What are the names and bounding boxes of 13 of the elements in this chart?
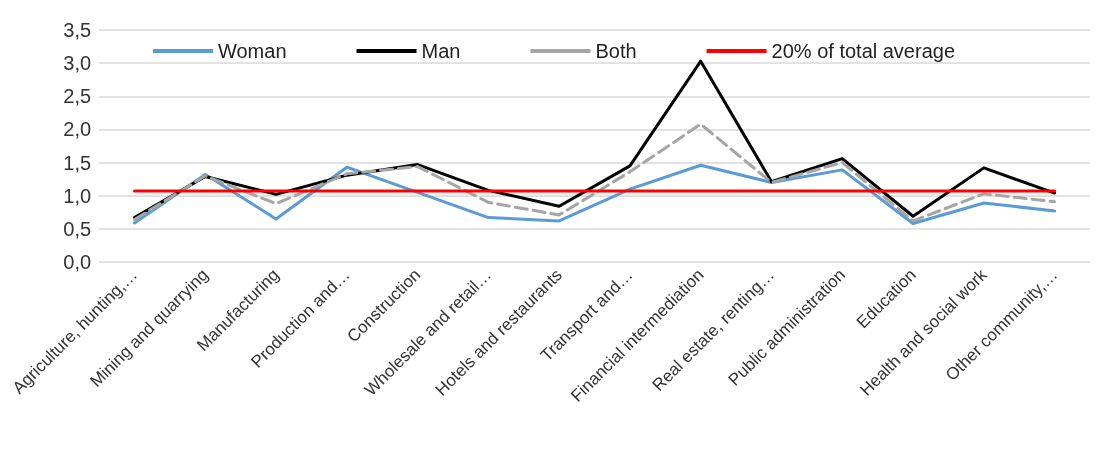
legend-label: Both (595, 40, 637, 62)
y-tick-label: 3,5 (63, 19, 92, 41)
legend-label: Woman (217, 40, 287, 62)
y-tick-label: 0,5 (63, 217, 92, 240)
y-tick-label: 1,0 (63, 184, 92, 207)
legend-label: Man (421, 40, 461, 62)
y-tick-label: 2,0 (63, 118, 92, 141)
legend-label: 20% of total average (771, 40, 956, 62)
y-tick-label: 0,0 (63, 251, 92, 273)
y-tick-label: 1,5 (63, 151, 92, 174)
line-series (132, 122, 1057, 223)
y-tick-label: 2,5 (63, 85, 92, 108)
y-tick-label: 3,0 (63, 52, 92, 75)
